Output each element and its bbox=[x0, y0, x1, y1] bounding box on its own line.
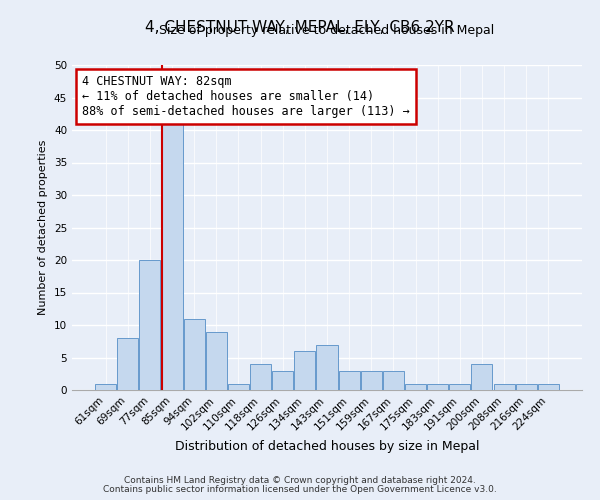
Bar bbox=[338, 370, 359, 390]
Text: Contains HM Land Registry data © Crown copyright and database right 2024.: Contains HM Land Registry data © Crown c… bbox=[124, 476, 476, 485]
Bar bbox=[184, 318, 205, 390]
Bar bbox=[295, 351, 316, 390]
Bar bbox=[361, 370, 382, 390]
Bar bbox=[228, 384, 249, 390]
Bar bbox=[95, 384, 116, 390]
Bar bbox=[250, 364, 271, 390]
Bar bbox=[494, 384, 515, 390]
Bar bbox=[272, 370, 293, 390]
Bar bbox=[538, 384, 559, 390]
Text: Contains public sector information licensed under the Open Government Licence v3: Contains public sector information licen… bbox=[103, 485, 497, 494]
Bar bbox=[472, 364, 493, 390]
Bar bbox=[383, 370, 404, 390]
Bar bbox=[139, 260, 160, 390]
Bar bbox=[161, 124, 182, 390]
Text: 4, CHESTNUT WAY, MEPAL, ELY, CB6 2YR: 4, CHESTNUT WAY, MEPAL, ELY, CB6 2YR bbox=[145, 20, 455, 35]
X-axis label: Distribution of detached houses by size in Mepal: Distribution of detached houses by size … bbox=[175, 440, 479, 453]
Bar bbox=[206, 332, 227, 390]
Bar bbox=[118, 338, 139, 390]
Bar bbox=[405, 384, 426, 390]
Y-axis label: Number of detached properties: Number of detached properties bbox=[38, 140, 49, 315]
Title: Size of property relative to detached houses in Mepal: Size of property relative to detached ho… bbox=[160, 24, 494, 38]
Bar bbox=[316, 344, 338, 390]
Bar bbox=[515, 384, 536, 390]
Bar bbox=[427, 384, 448, 390]
Bar bbox=[449, 384, 470, 390]
Text: 4 CHESTNUT WAY: 82sqm
← 11% of detached houses are smaller (14)
88% of semi-deta: 4 CHESTNUT WAY: 82sqm ← 11% of detached … bbox=[82, 74, 410, 118]
